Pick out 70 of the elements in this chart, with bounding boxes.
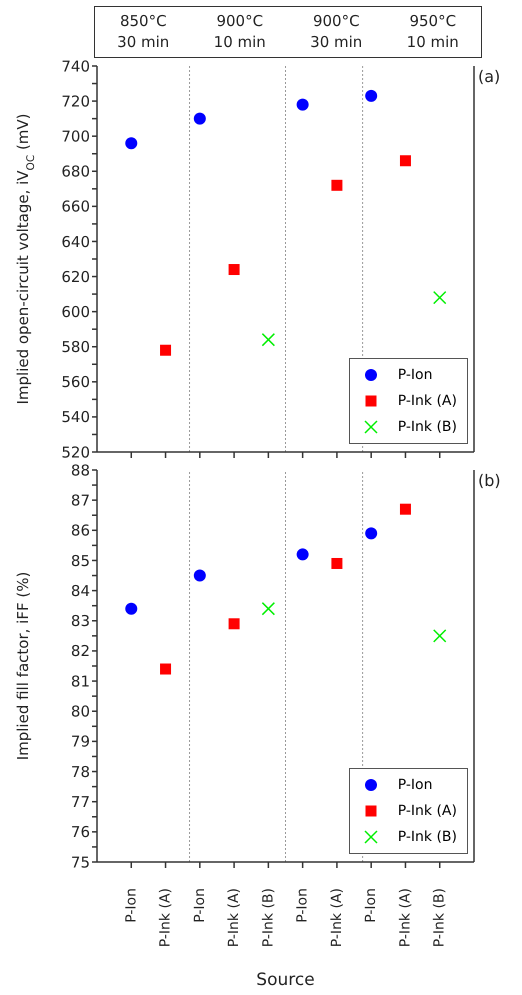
- y-tick-label: 86: [70, 522, 90, 540]
- legend-label: P-Ink (B): [398, 829, 457, 845]
- y-tick-label: 560: [61, 373, 90, 392]
- x-tick-label: P-Ink (A): [158, 888, 174, 948]
- legend-label: P-Ink (A): [398, 393, 457, 409]
- point: [262, 332, 276, 346]
- chart-title: (a): [478, 67, 500, 86]
- y-tick-label: 75: [70, 853, 90, 872]
- text: 900°C 30 min: [310, 11, 362, 53]
- point: [125, 602, 138, 615]
- point: [400, 155, 411, 166]
- point: [365, 90, 378, 102]
- y-tick-label: 88: [70, 461, 90, 480]
- legend-label: P-Ion: [398, 367, 432, 383]
- point: [160, 344, 172, 356]
- point: [432, 290, 446, 304]
- y-tick-label: 680: [61, 162, 90, 181]
- point: [228, 264, 240, 276]
- point: [331, 180, 342, 191]
- y-tick-label: 83: [70, 612, 90, 630]
- point: [296, 548, 309, 560]
- y-tick-label: 80: [70, 702, 90, 721]
- y-tick-label: 660: [61, 198, 90, 216]
- y-tick-label: 84: [70, 582, 90, 600]
- x-tick-label: P-Ink (A): [226, 888, 242, 948]
- y-tick-label: 78: [70, 762, 90, 781]
- point: [160, 664, 172, 675]
- point: [331, 558, 342, 569]
- point: [365, 527, 378, 540]
- x-tick-label: P-Ion: [123, 888, 140, 923]
- y-tick-label: 520: [61, 443, 90, 462]
- point: [194, 570, 206, 582]
- point: [228, 618, 240, 630]
- y-tick-label: 740: [61, 57, 90, 76]
- point: [194, 112, 206, 125]
- x-axis-title: Source: [256, 970, 315, 990]
- y-tick-label: 79: [70, 732, 90, 751]
- y-tick-label: 82: [70, 642, 90, 660]
- y-tick-label: 580: [61, 338, 90, 356]
- x-tick-label: P-Ion: [363, 888, 380, 923]
- x-tick-label: P-Ion: [192, 888, 208, 923]
- y-tick-label: 620: [61, 268, 90, 286]
- chart-title: (b): [478, 471, 501, 490]
- y-tick-label: 720: [61, 92, 90, 110]
- y-tick-label: 540: [61, 408, 90, 426]
- y-axis-title: Implied fill factor, iFF (%): [14, 572, 32, 760]
- y-tick-label: 81: [70, 672, 90, 690]
- point: [262, 602, 276, 616]
- point: [296, 98, 309, 111]
- legend-label: P-Ion: [398, 777, 432, 793]
- text: 900°C 10 min: [214, 11, 266, 53]
- y-tick-label: 600: [61, 302, 90, 321]
- y-tick-label: 700: [61, 128, 90, 146]
- legend-label: P-Ink (B): [398, 419, 457, 435]
- x-tick-label: P-Ion: [294, 888, 311, 923]
- y-tick-label: 87: [70, 491, 90, 510]
- point: [400, 504, 411, 515]
- y-tick-label: 85: [70, 552, 90, 570]
- y-tick-label: 77: [70, 793, 90, 812]
- point: [125, 137, 138, 150]
- x-tick-label: P-Ink (B): [432, 888, 448, 948]
- y-tick-label: 76: [70, 823, 90, 842]
- x-tick-label: P-Ink (B): [260, 888, 276, 948]
- legend-label: P-Ink (A): [398, 803, 457, 819]
- text: 850°C 30 min: [117, 11, 170, 53]
- x-tick-label: P-Ink (A): [397, 888, 414, 948]
- y-tick-label: 640: [61, 232, 90, 251]
- point: [432, 629, 446, 643]
- text: 950°C 10 min: [406, 11, 459, 53]
- x-tick-label: P-Ink (A): [328, 888, 345, 948]
